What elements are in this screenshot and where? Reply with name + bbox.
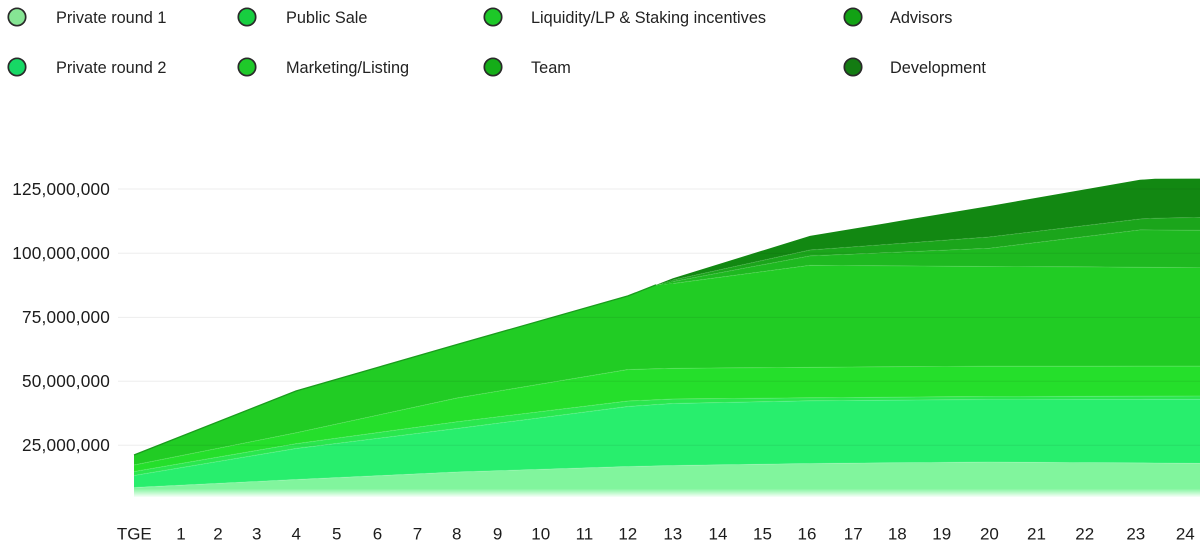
svg-text:Private round 1: Private round 1 xyxy=(56,9,166,27)
svg-text:Private round 2: Private round 2 xyxy=(56,59,166,77)
svg-text:3: 3 xyxy=(252,525,261,544)
svg-text:12: 12 xyxy=(618,525,637,544)
svg-text:TGE: TGE xyxy=(117,525,152,544)
svg-text:21: 21 xyxy=(1027,525,1046,544)
svg-text:19: 19 xyxy=(932,525,951,544)
svg-text:14: 14 xyxy=(709,525,728,544)
svg-text:7: 7 xyxy=(413,525,422,544)
svg-text:Marketing/Listing: Marketing/Listing xyxy=(286,59,409,77)
svg-text:50,000,000: 50,000,000 xyxy=(22,371,110,391)
svg-text:23: 23 xyxy=(1126,525,1145,544)
svg-text:5: 5 xyxy=(332,525,341,544)
svg-text:Development: Development xyxy=(890,59,986,77)
svg-text:17: 17 xyxy=(844,525,863,544)
svg-text:10: 10 xyxy=(531,525,550,544)
svg-text:25,000,000: 25,000,000 xyxy=(22,435,110,455)
svg-text:Advisors: Advisors xyxy=(890,9,952,27)
svg-text:1: 1 xyxy=(176,525,185,544)
svg-text:9: 9 xyxy=(493,525,502,544)
svg-text:Liquidity/LP & Staking incenti: Liquidity/LP & Staking incentives xyxy=(531,9,766,27)
svg-text:2: 2 xyxy=(213,525,222,544)
svg-text:22: 22 xyxy=(1075,525,1094,544)
svg-text:75,000,000: 75,000,000 xyxy=(22,307,110,327)
svg-text:Public Sale: Public Sale xyxy=(286,9,367,27)
svg-text:16: 16 xyxy=(798,525,817,544)
svg-text:13: 13 xyxy=(663,525,682,544)
svg-text:100,000,000: 100,000,000 xyxy=(12,243,110,263)
svg-text:15: 15 xyxy=(753,525,772,544)
svg-text:18: 18 xyxy=(888,525,907,544)
svg-text:24: 24 xyxy=(1176,525,1195,544)
svg-text:11: 11 xyxy=(576,525,594,544)
svg-text:125,000,000: 125,000,000 xyxy=(12,179,110,199)
svg-text:20: 20 xyxy=(980,525,999,544)
svg-text:6: 6 xyxy=(373,525,382,544)
svg-text:Team: Team xyxy=(531,59,571,77)
svg-text:8: 8 xyxy=(452,525,461,544)
svg-text:4: 4 xyxy=(291,525,300,544)
